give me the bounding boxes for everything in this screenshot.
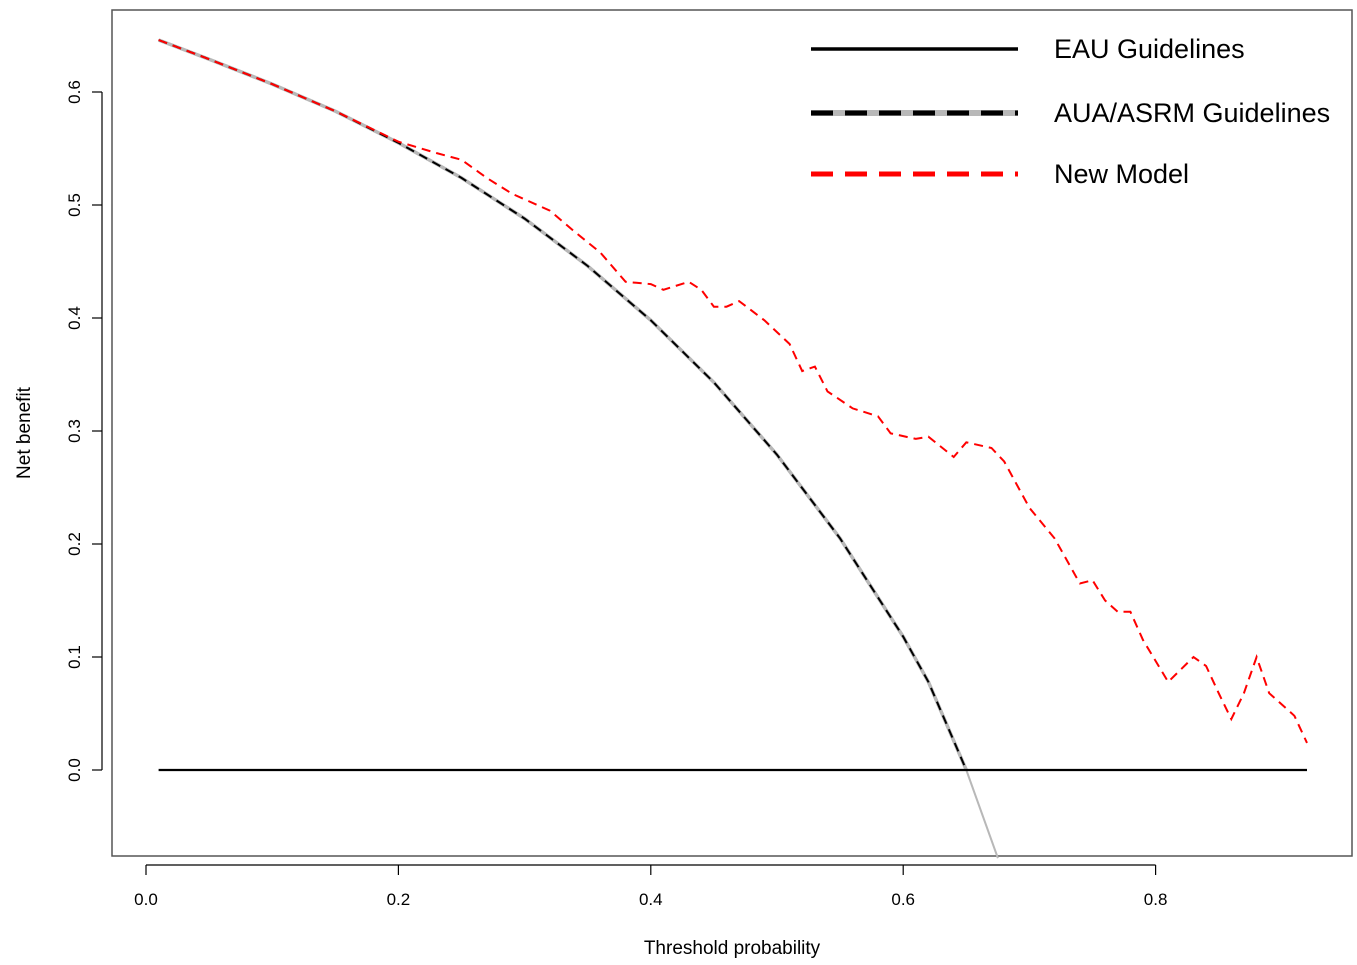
y-tick-label: 0.1 [65,645,84,669]
new-model-line [158,39,1308,744]
y-axis-label: Net benefit [14,386,35,479]
x-tick-label: 0.0 [134,890,158,909]
x-tick-label: 0.2 [387,890,411,909]
aua-asrm-underlay-line [157,38,968,771]
y-tick-label: 0.6 [65,80,84,104]
x-tick-label: 0.4 [639,890,663,909]
y-tick-label: 0.0 [65,758,84,782]
plot-area-border [111,9,1353,857]
aua-asrm-extension-line [965,769,999,859]
curves-layer [157,38,1308,859]
y-tick-label: 0.3 [65,419,84,443]
x-axis-label: Threshold probability [644,938,821,959]
y-tick-label: 0.5 [65,193,84,217]
legend-label: EAU Guidelines [1054,34,1245,64]
y-tick-label: 0.4 [65,306,84,330]
x-tick-label: 0.6 [891,890,915,909]
legend-label: AUA/ASRM Guidelines [1054,98,1330,128]
legend: EAU Guidelines AUA/ASRM Guidelines New Mod… [811,34,1330,189]
legend-label: New Model [1054,159,1189,189]
y-tick-label: 0.2 [65,532,84,556]
y-axis: 0.0 0.1 0.2 0.3 0.4 0.5 0.6 [65,80,103,782]
x-tick-label: 0.8 [1144,890,1168,909]
x-axis: 0.0 0.2 0.4 0.6 0.8 [134,864,1168,909]
